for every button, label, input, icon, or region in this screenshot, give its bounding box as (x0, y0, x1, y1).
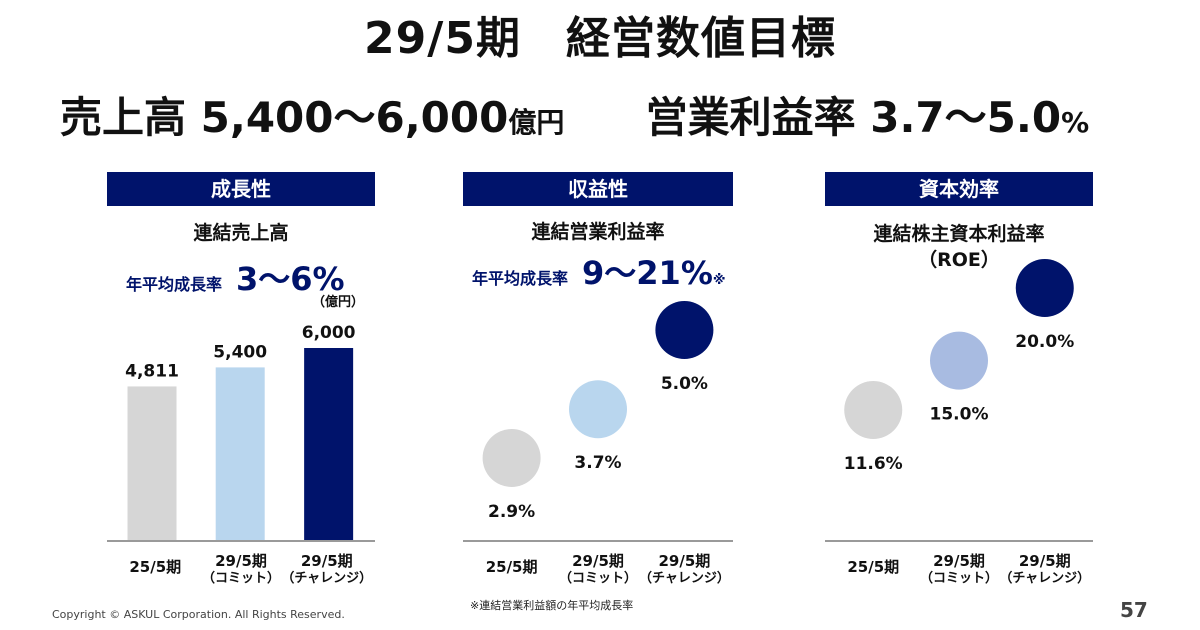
growth-rate-label: 年平均成長率 (126, 275, 223, 294)
margin-unit: % (1061, 106, 1090, 139)
sales-bar-chart: 4,811 5,400 6,000 (125, 323, 356, 542)
panel-roe-header: 資本効率 (825, 172, 1093, 206)
x-tick-label: 25/5期 (818, 559, 928, 576)
margin-value: 3.7〜5.0 (870, 93, 1062, 142)
x-tick-label: 29/5期 （チャレンジ） (990, 553, 1100, 587)
panel-growth-title: 連結売上高 (193, 222, 289, 244)
x-tick-period: 29/5期 (1018, 552, 1071, 570)
x-tick-period: 25/5期 (129, 558, 182, 576)
roe-chart: 11.6% 15.0% 20.0% (844, 259, 1074, 474)
x-tick-label: 29/5期 （コミット） (186, 553, 296, 587)
x-axis-labels: 25/5期 29/5期 （コミット） 29/5期 （チャレンジ） (463, 553, 733, 593)
data-label: 15.0% (930, 405, 989, 425)
panel-profit-header: 収益性 (463, 172, 733, 206)
data-point (569, 380, 627, 439)
sales-unit: 億円 (508, 106, 565, 139)
panel-roe-title: 連結株主資本利益率 (873, 223, 1045, 245)
data-point (844, 381, 903, 439)
margin-label: 営業利益率 (645, 93, 856, 142)
bar (127, 386, 177, 542)
x-tick-label: 29/5期 （チャレンジ） (272, 553, 382, 587)
bar-value-label: 5,400 (213, 342, 267, 362)
headline: 売上高 5,400〜6,000億円 営業利益率 3.7〜5.0% (60, 84, 1160, 145)
profit-rate-label: 年平均成長率 (472, 269, 569, 288)
x-tick-scenario: （コミット） (919, 571, 998, 586)
profit-rate-value: 9〜21% (582, 254, 713, 292)
x-tick-label: 29/5期 （コミット） (904, 553, 1014, 587)
data-label: 11.6% (844, 454, 903, 474)
bar (215, 367, 265, 542)
x-tick-scenario: （チャレンジ） (638, 571, 730, 586)
unit-label: （億円） (312, 295, 365, 310)
data-point (930, 331, 988, 390)
operating-margin-chart: 2.9% 3.7% 5.0% (482, 301, 714, 522)
data-label: 2.9% (488, 502, 535, 522)
x-axis (463, 540, 733, 542)
x-tick-label: 29/5期 （チャレンジ） (629, 553, 739, 587)
x-tick-period: 29/5期 (658, 552, 711, 570)
panel-roe-subtitle: （ROE） (918, 249, 1000, 271)
x-tick-label: 25/5期 (457, 559, 567, 576)
sales-value: 5,400〜6,000 (200, 93, 509, 142)
copyright: Copyright © ASKUL Corporation. All Right… (52, 608, 345, 621)
x-tick-scenario: （コミット） (201, 571, 280, 586)
data-label: 3.7% (574, 453, 621, 473)
x-tick-scenario: （チャレンジ） (281, 571, 373, 586)
bar-value-label: 4,811 (125, 361, 179, 381)
data-point (482, 429, 541, 487)
x-axis (825, 540, 1093, 542)
footnote: ※連結営業利益額の年平均成長率 (470, 599, 634, 612)
bar (304, 348, 354, 542)
x-tick-period: 29/5期 (572, 552, 624, 570)
bar-value-label: 6,000 (302, 323, 356, 343)
panel-profit-title: 連結営業利益率 (531, 221, 665, 243)
x-axis-labels: 25/5期 29/5期 （コミット） 29/5期 （チャレンジ） (107, 553, 375, 593)
page-number: 57 (1120, 598, 1148, 622)
data-label: 5.0% (661, 374, 708, 394)
profit-rate-note: ※ (712, 273, 726, 288)
x-tick-label: 29/5期 （コミット） (543, 553, 653, 587)
page-title: 29/5期 経営数値目標 (364, 13, 836, 64)
x-tick-period: 25/5期 (847, 558, 900, 576)
x-tick-scenario: （コミット） (558, 571, 637, 586)
x-tick-period: 29/5期 (933, 552, 985, 570)
x-tick-period: 29/5期 (300, 552, 353, 570)
x-axis-labels: 25/5期 29/5期 （コミット） 29/5期 （チャレンジ） (825, 553, 1093, 593)
x-tick-period: 25/5期 (485, 558, 538, 576)
panel-growth-rate: 年平均成長率 3〜6% (126, 254, 345, 300)
x-axis (107, 540, 375, 542)
data-point (655, 301, 714, 359)
panel-profit-rate: 年平均成長率 9〜21%※ (472, 248, 726, 294)
growth-rate-value: 3〜6% (236, 260, 345, 298)
data-point (1015, 259, 1074, 317)
data-label: 20.0% (1015, 332, 1074, 352)
sales-label: 売上高 (60, 93, 187, 142)
x-tick-label: 25/5期 (100, 559, 210, 576)
x-tick-scenario: （チャレンジ） (999, 571, 1091, 586)
x-tick-period: 29/5期 (215, 552, 267, 570)
panel-growth-header: 成長性 (107, 172, 375, 206)
